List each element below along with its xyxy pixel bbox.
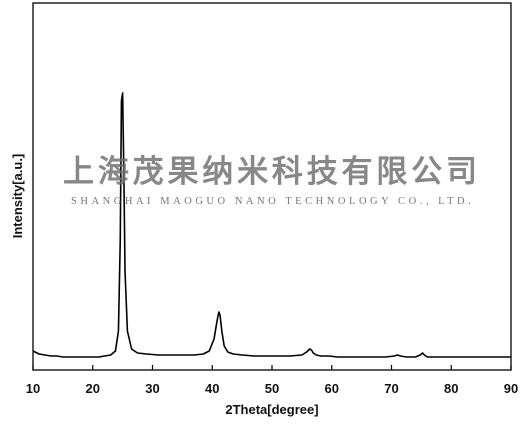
x-tick-label-80: 80 [444,381,458,396]
x-tick-label-10: 10 [26,381,40,396]
watermark-company-en: SHANGHAI MAOGUO NANO TECHNOLOGY CO., LTD… [71,196,473,207]
series-line [32,92,511,358]
x-tick-label-30: 30 [145,381,159,396]
x-tick-label-60: 60 [325,381,339,396]
x-tick-labels: 10 20 30 40 50 60 70 80 90 [26,381,518,396]
x-tick-label-90: 90 [504,381,518,396]
x-tick-label-50: 50 [265,381,279,396]
y-axis-title: Intensity[a.u.] [10,154,25,239]
watermark-company-cn: 上海茂果纳米科技有限公司 [63,154,477,190]
x-tick-label-40: 40 [205,381,219,396]
x-tick-label-20: 20 [86,381,100,396]
x-ticks [32,365,512,370]
x-tick-label-70: 70 [384,381,398,396]
x-axis-title: 2Theta[degree] [225,402,318,417]
